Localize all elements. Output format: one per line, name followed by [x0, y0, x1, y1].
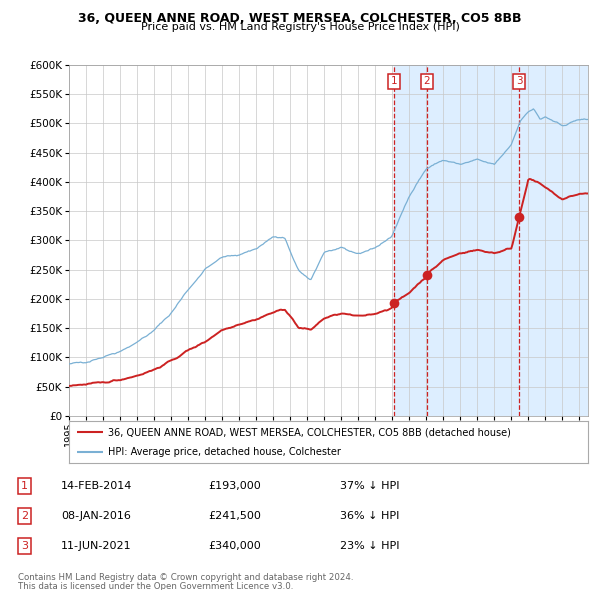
Text: 23% ↓ HPI: 23% ↓ HPI [340, 541, 400, 551]
Text: 3: 3 [21, 541, 28, 551]
Text: Contains HM Land Registry data © Crown copyright and database right 2024.: Contains HM Land Registry data © Crown c… [18, 573, 353, 582]
Text: This data is licensed under the Open Government Licence v3.0.: This data is licensed under the Open Gov… [18, 582, 293, 590]
Bar [394, 65, 588, 416]
Text: 37% ↓ HPI: 37% ↓ HPI [340, 481, 400, 491]
Text: 3: 3 [516, 76, 523, 86]
Text: 36, QUEEN ANNE ROAD, WEST MERSEA, COLCHESTER, CO5 8BB (detached house): 36, QUEEN ANNE ROAD, WEST MERSEA, COLCHE… [108, 427, 511, 437]
Text: 1: 1 [391, 76, 398, 86]
Text: 36% ↓ HPI: 36% ↓ HPI [340, 511, 400, 521]
Text: 1: 1 [21, 481, 28, 491]
Text: Price paid vs. HM Land Registry's House Price Index (HPI): Price paid vs. HM Land Registry's House … [140, 22, 460, 32]
Text: 36, QUEEN ANNE ROAD, WEST MERSEA, COLCHESTER, CO5 8BB: 36, QUEEN ANNE ROAD, WEST MERSEA, COLCHE… [78, 12, 522, 25]
Text: 08-JAN-2016: 08-JAN-2016 [61, 511, 131, 521]
Text: HPI: Average price, detached house, Colchester: HPI: Average price, detached house, Colc… [108, 447, 341, 457]
Text: 2: 2 [424, 76, 430, 86]
Text: £193,000: £193,000 [208, 481, 260, 491]
Text: 11-JUN-2021: 11-JUN-2021 [61, 541, 131, 551]
Text: 2: 2 [21, 511, 28, 521]
Text: £340,000: £340,000 [208, 541, 260, 551]
Text: 14-FEB-2014: 14-FEB-2014 [61, 481, 133, 491]
Text: £241,500: £241,500 [208, 511, 261, 521]
